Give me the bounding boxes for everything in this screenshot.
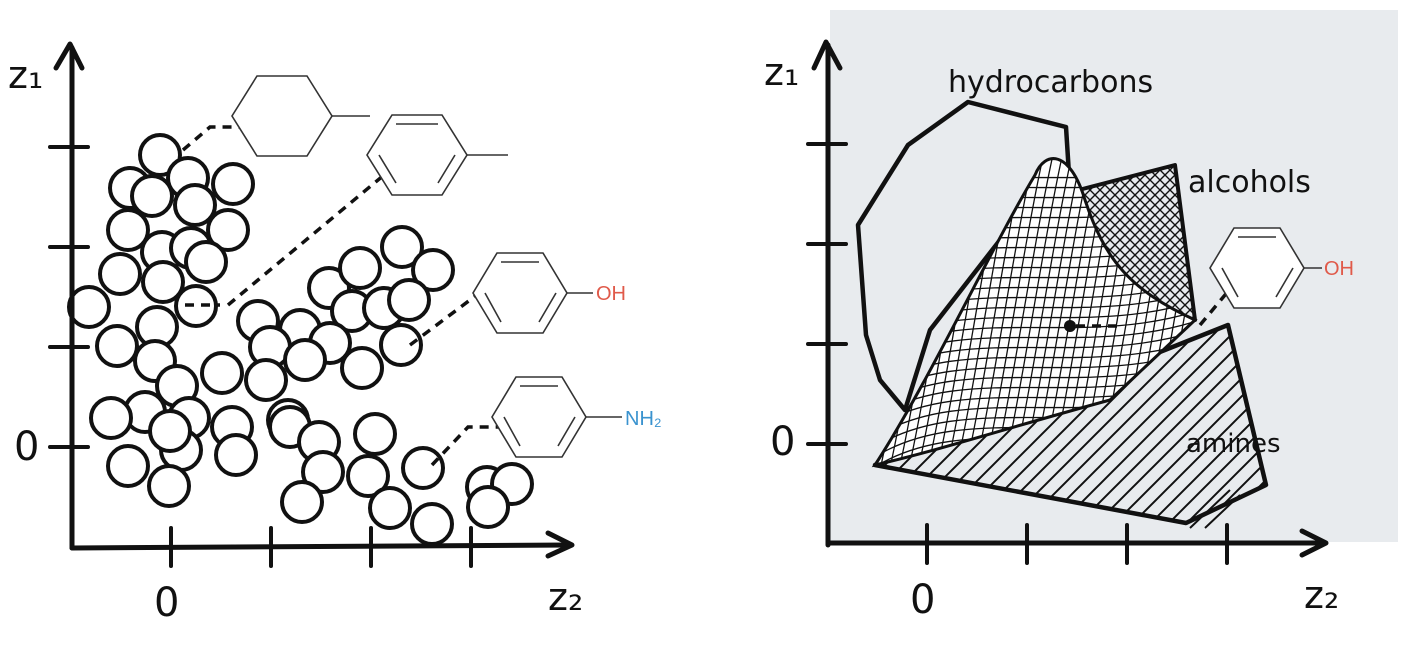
molecule-aniline: NH₂ [491,376,662,458]
latent-point [410,502,454,546]
latent-point [95,324,139,368]
latent-point [106,444,150,488]
latent-point [340,346,384,390]
latent-point [98,252,142,296]
latent-point [67,285,111,329]
latent-point [353,412,397,456]
alcohols-label: alcohols [1188,165,1311,200]
left-panel: OH NH₂ z₁ z₂ 0 0 [8,41,662,626]
latent-point [338,246,382,290]
connector-toluene [226,168,392,307]
connector-aniline [430,425,552,467]
hydrocarbons-label: hydrocarbons [948,65,1153,100]
latent-point [148,409,192,453]
left-x-arrow [545,530,575,559]
latent-point [173,183,217,227]
latent-point [89,396,133,440]
left-y-origin-label: 0 [14,424,39,470]
latent-point [280,480,324,524]
latent-point [379,323,423,367]
latent-point [346,454,390,498]
latent-point [411,248,455,292]
left-x-axis-label: z₂ [548,575,583,619]
latent-point [130,174,174,218]
latent-point [200,351,244,395]
right-x-axis-label: z₂ [1304,573,1339,617]
latent-point [368,486,412,530]
right-x-origin-label: 0 [910,577,935,623]
latent-point [147,464,191,508]
molecule-phenol: OH [472,252,626,334]
connector-methylcyclohexane [181,125,295,152]
hydrocarbons-region [855,99,1073,413]
right-y-origin-label: 0 [770,419,795,465]
right-y-axis-label: z₁ [764,50,799,94]
amines-label: amines [1186,429,1281,459]
latent-point [283,338,327,382]
right-panel: OH hydrocarbons alcohols amines z₁ z₂ 0 … [764,10,1398,623]
left-x-axis [69,542,573,551]
left-y-axis-label: z₁ [8,53,43,97]
latent-point [301,450,345,494]
latent-point [206,208,250,252]
latent-point [214,433,258,477]
molecule-methylcyclohexane [231,75,370,157]
phenol-oh-label: OH [596,283,626,305]
query-point [1064,320,1076,332]
latent-point [380,225,424,269]
right-phenol-oh-label: OH [1324,258,1354,280]
latent-point [174,284,218,328]
molecule-phenol-right: OH [1209,227,1354,309]
latent-point [141,260,185,304]
right-axes [806,39,1329,565]
latent-point [244,358,288,402]
latent-point [106,208,150,252]
left-axes [48,41,575,568]
molecule-toluene [366,114,508,196]
latent-point [466,485,510,529]
latent-point [401,446,445,490]
aniline-nh2-label: NH₂ [625,408,662,430]
latent-point [211,162,255,206]
latent-point [387,278,431,322]
amines-hatch-overflow [1189,489,1241,529]
left-x-origin-label: 0 [154,580,179,626]
latent-point [184,240,228,284]
latent-point [138,133,182,177]
latent-points [67,133,534,546]
left-y-arrow [53,41,85,71]
